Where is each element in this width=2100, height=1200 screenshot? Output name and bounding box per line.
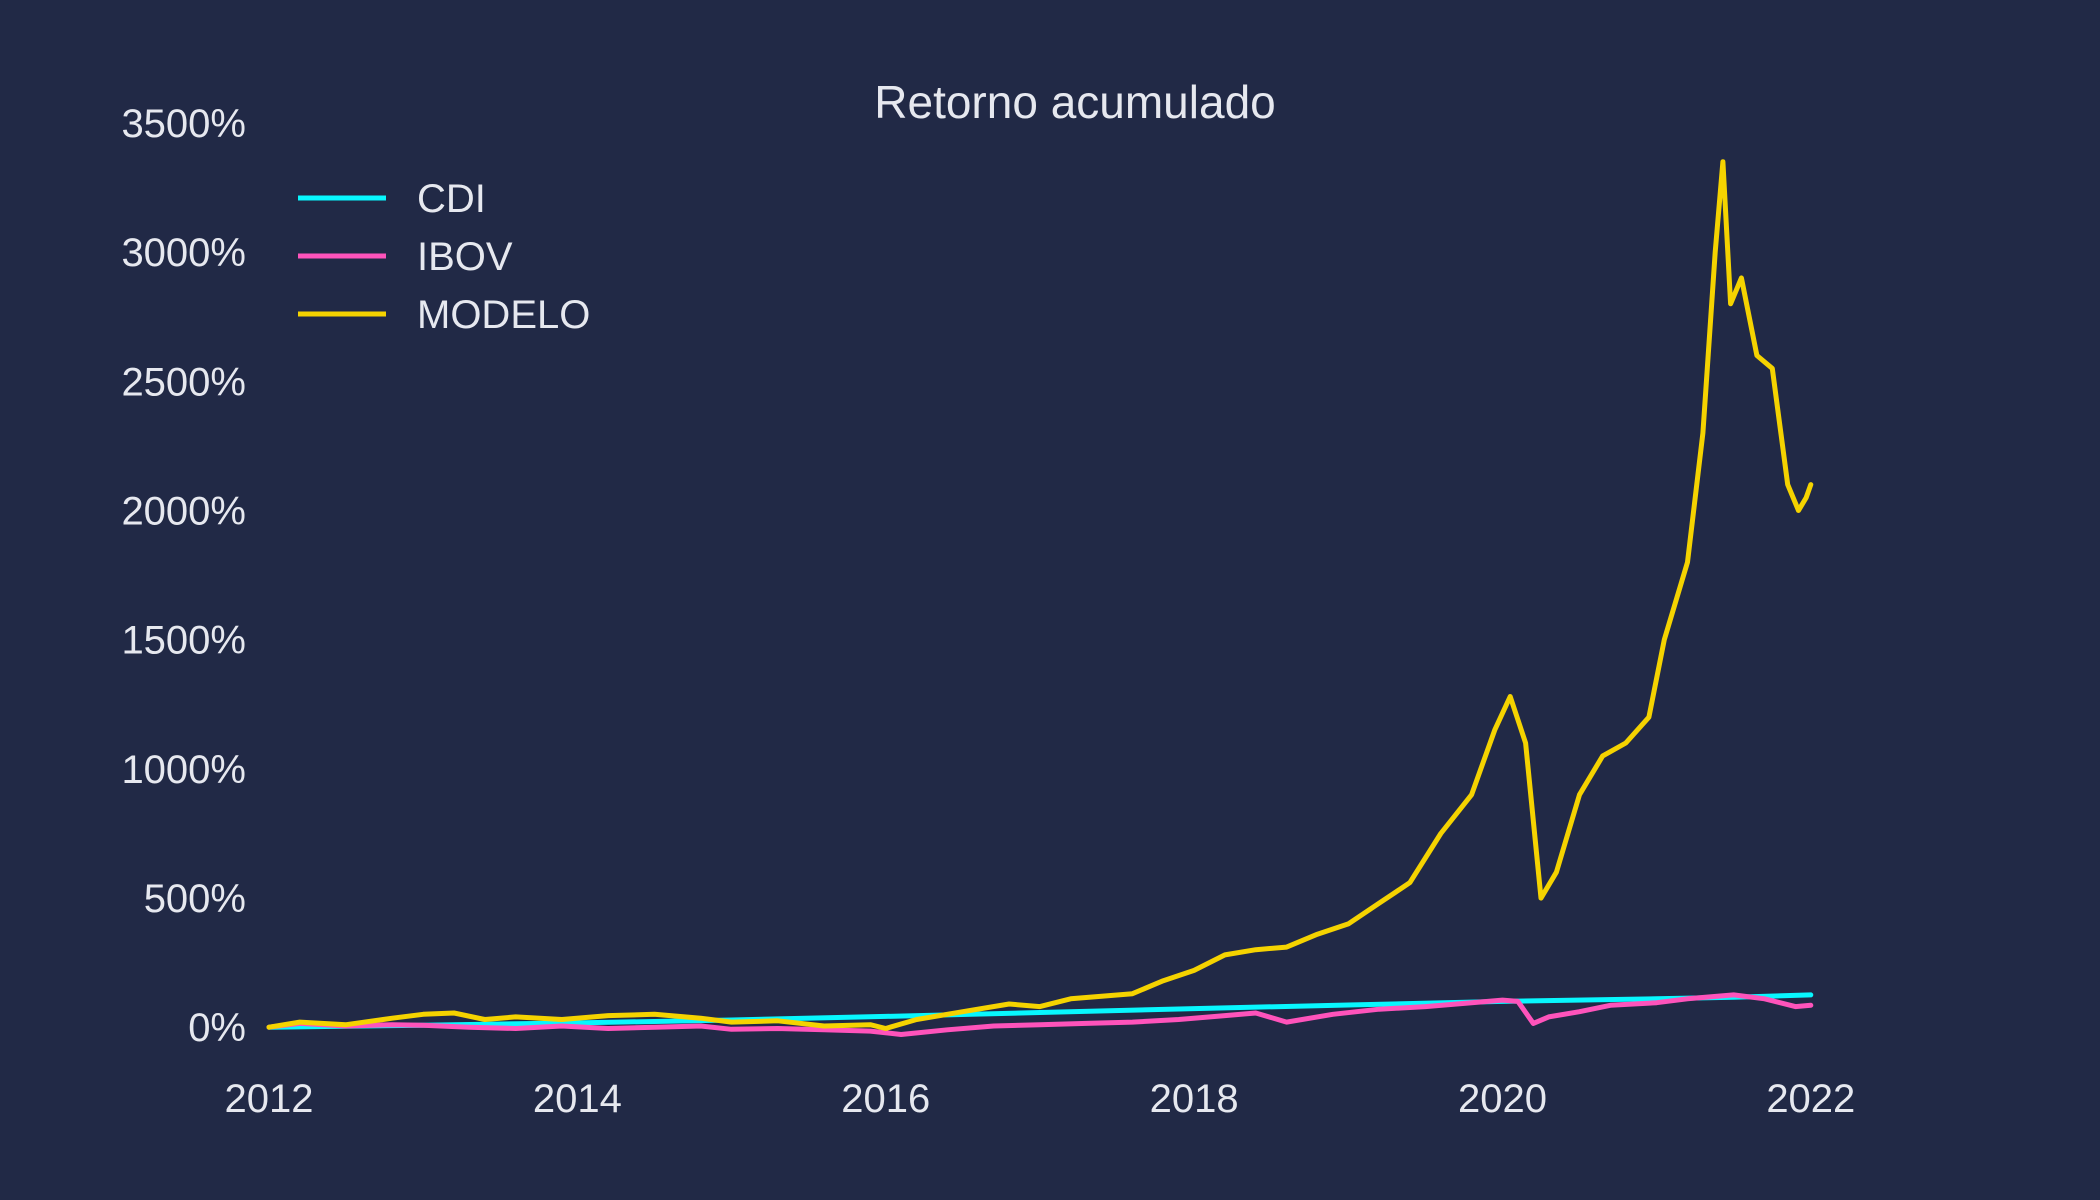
x-axis-tick-labels: 2012 2014 2016 2018 2020 2022 — [225, 1077, 1856, 1121]
y-tick-label: 3500% — [121, 102, 246, 146]
legend-label-ibov: IBOV — [417, 235, 513, 279]
series-line-cdi — [266, 992, 1814, 1030]
y-tick-label: 1000% — [121, 748, 246, 792]
legend-label-cdi: CDI — [417, 177, 486, 221]
x-tick-label: 2014 — [533, 1077, 622, 1121]
series-line-ibov — [266, 992, 1814, 1037]
x-tick-label: 2016 — [841, 1077, 930, 1121]
y-tick-label: 3000% — [121, 231, 246, 275]
x-tick-label: 2022 — [1766, 1077, 1855, 1121]
x-tick-label: 2018 — [1150, 1077, 1239, 1121]
x-tick-label: 2012 — [225, 1077, 314, 1121]
y-tick-label: 1500% — [121, 619, 246, 663]
legend-label-modelo: MODELO — [417, 293, 590, 337]
legend: CDI IBOV MODELO — [298, 177, 590, 337]
y-tick-label: 2500% — [121, 360, 246, 404]
chart-title: Retorno acumulado — [874, 76, 1275, 128]
series-line-modelo — [266, 159, 1814, 1031]
y-tick-label: 500% — [144, 877, 246, 921]
y-tick-label: 0% — [188, 1006, 246, 1050]
y-tick-label: 2000% — [121, 489, 246, 533]
x-tick-label: 2020 — [1458, 1077, 1547, 1121]
y-axis-tick-labels: 0% 500% 1000% 1500% 2000% 2500% 3000% 3500% — [121, 102, 246, 1050]
series-lines — [266, 159, 1814, 1037]
